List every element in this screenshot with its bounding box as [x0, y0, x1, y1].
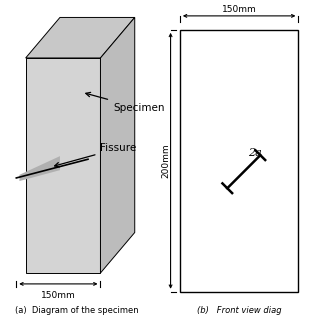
Polygon shape — [26, 58, 100, 273]
Text: (b)   Front view diag: (b) Front view diag — [197, 306, 282, 315]
Polygon shape — [100, 18, 135, 273]
Polygon shape — [26, 18, 135, 58]
Text: Specimen: Specimen — [86, 92, 164, 113]
Text: Fissure: Fissure — [55, 143, 137, 167]
Text: (a)  Diagram of the specimen: (a) Diagram of the specimen — [15, 306, 139, 315]
Text: 150mm: 150mm — [222, 5, 257, 14]
Text: 2a: 2a — [248, 148, 261, 158]
Text: 200mm: 200mm — [161, 143, 171, 178]
Text: 150mm: 150mm — [41, 291, 76, 300]
Polygon shape — [20, 156, 60, 181]
Bar — [180, 30, 298, 292]
